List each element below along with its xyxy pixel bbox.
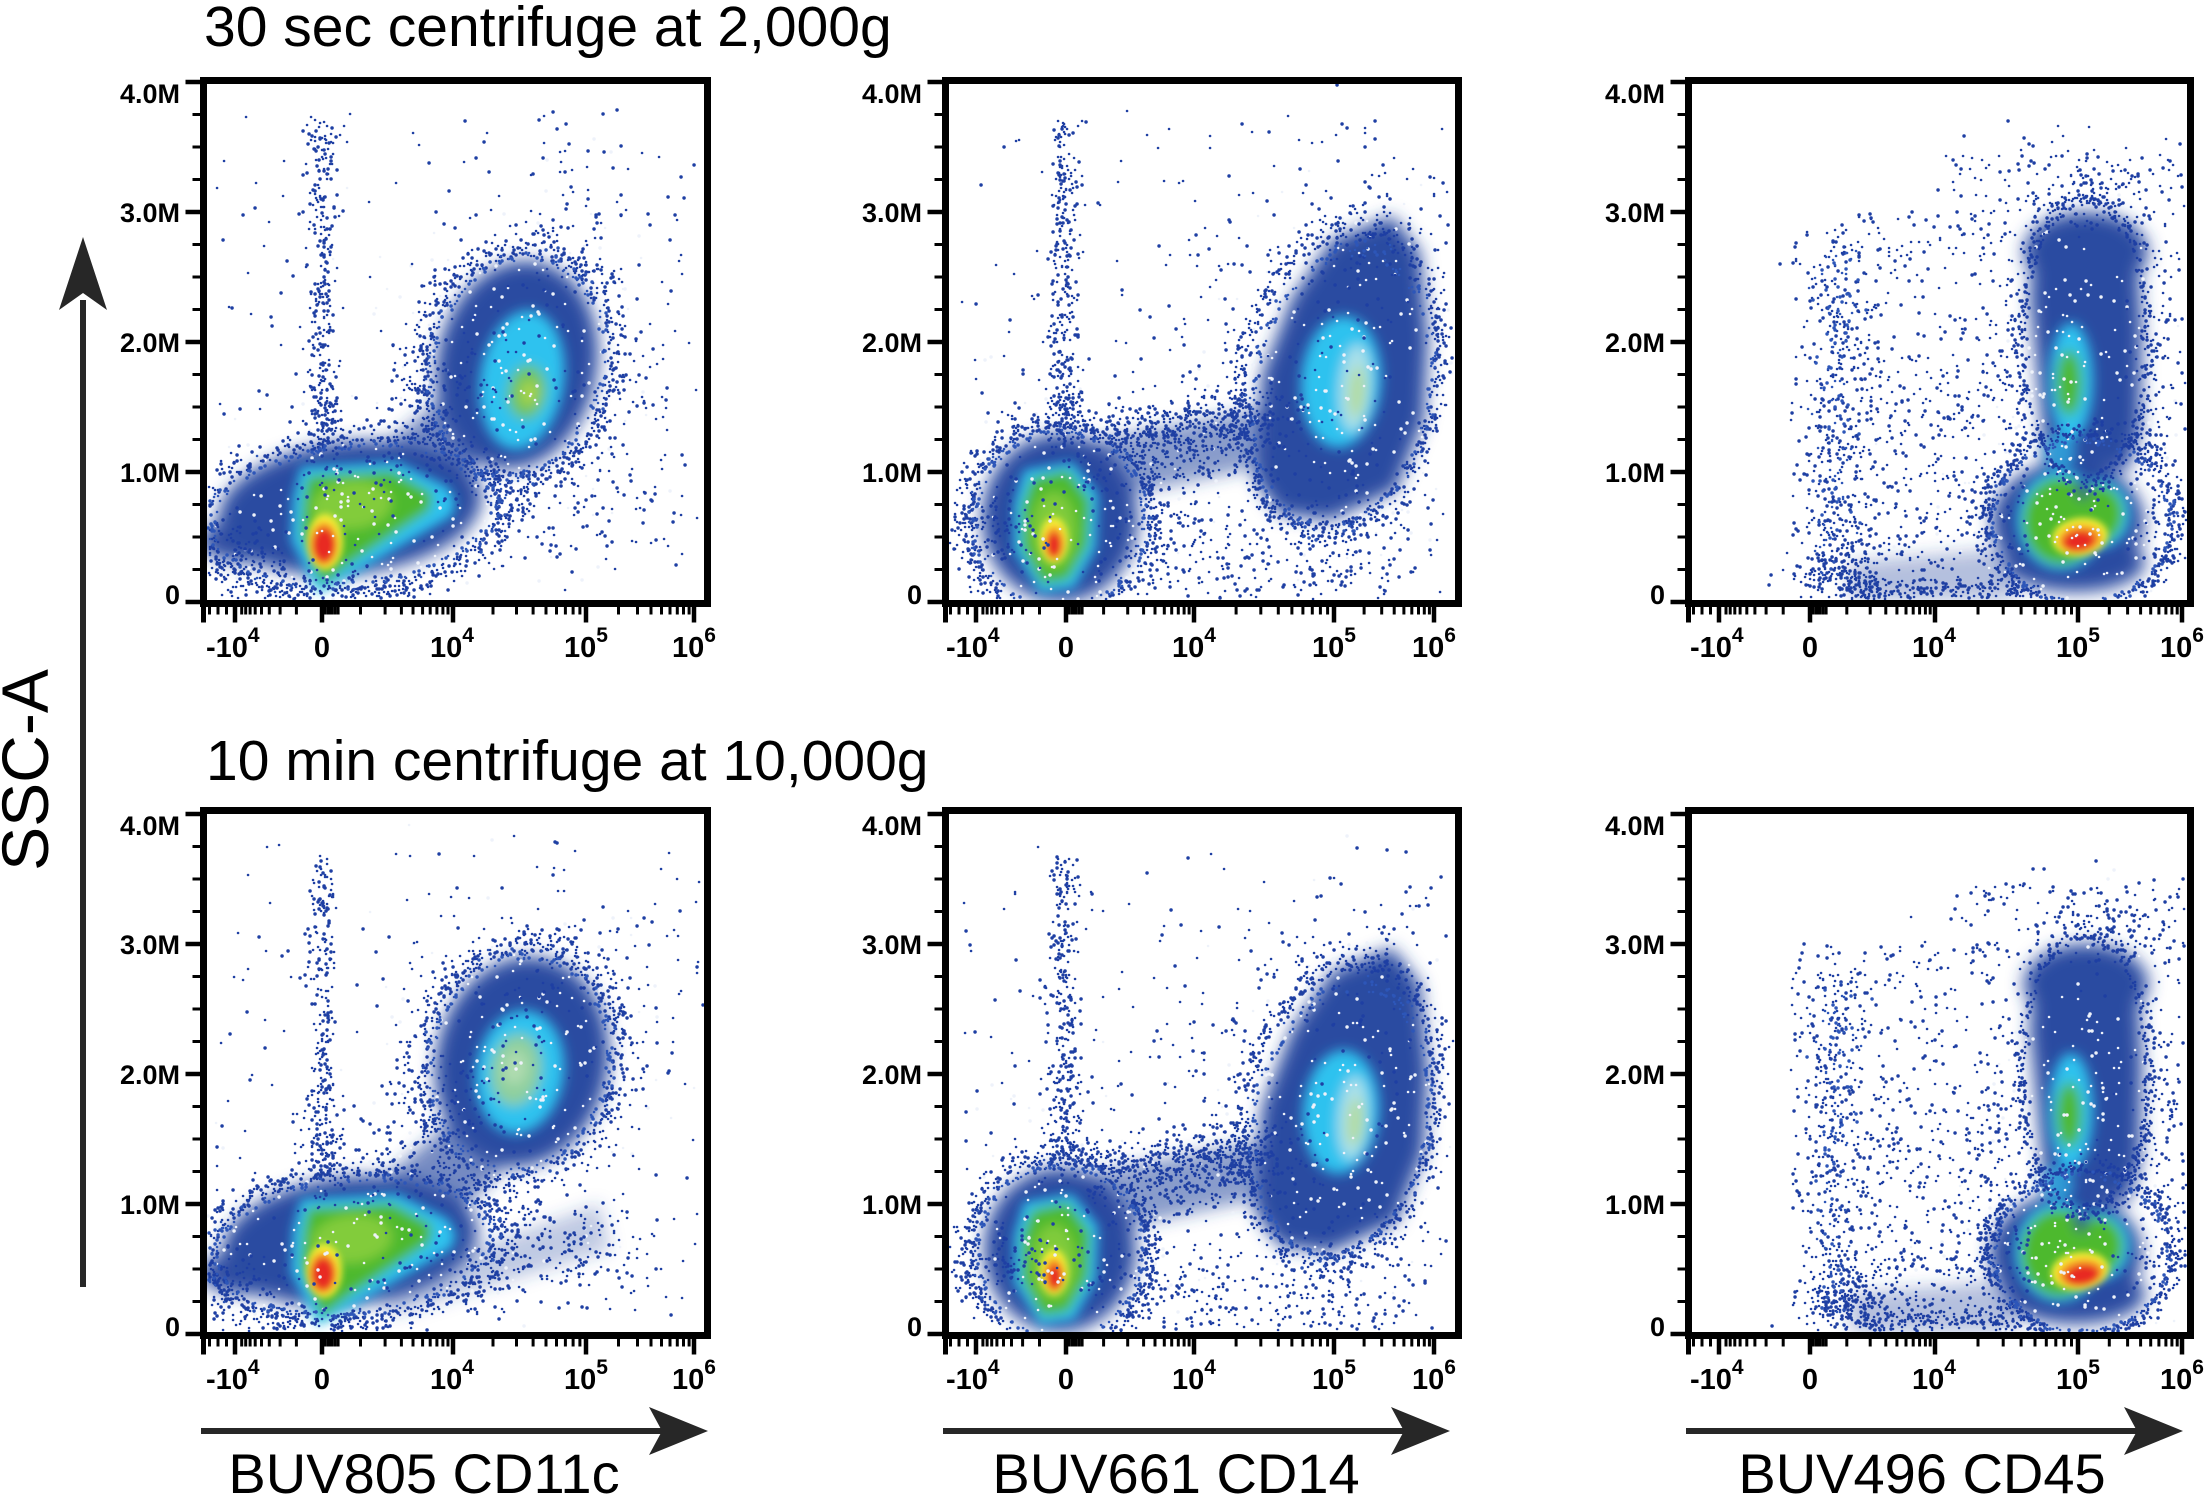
svg-text:0: 0 (907, 580, 922, 610)
svg-text:3.0M: 3.0M (862, 930, 922, 960)
svg-text:BUV661 CD14: BUV661 CD14 (992, 1442, 1359, 1501)
svg-text:1.0M: 1.0M (120, 1190, 180, 1220)
svg-text:BUV496 CD45: BUV496 CD45 (1738, 1442, 2105, 1501)
svg-text:3.0M: 3.0M (862, 198, 922, 228)
svg-text:SSC-A: SSC-A (0, 669, 62, 871)
svg-text:2.0M: 2.0M (120, 1060, 180, 1090)
svg-text:1.0M: 1.0M (862, 458, 922, 488)
svg-text:0: 0 (1802, 632, 1818, 664)
svg-text:2.0M: 2.0M (862, 328, 922, 358)
svg-text:1.0M: 1.0M (1605, 458, 1665, 488)
svg-text:0: 0 (1650, 1312, 1665, 1342)
svg-text:0: 0 (314, 632, 330, 664)
svg-text:2.0M: 2.0M (120, 328, 180, 358)
svg-text:3.0M: 3.0M (1605, 930, 1665, 960)
svg-text:0: 0 (314, 1364, 330, 1396)
svg-text:0: 0 (907, 1312, 922, 1342)
svg-text:10 min centrifuge at 10,000g: 10 min centrifuge at 10,000g (206, 729, 929, 793)
svg-text:0: 0 (1802, 1364, 1818, 1396)
svg-text:0: 0 (1650, 580, 1665, 610)
svg-text:1.0M: 1.0M (120, 458, 180, 488)
svg-text:2.0M: 2.0M (1605, 1060, 1665, 1090)
svg-text:0: 0 (165, 580, 180, 610)
svg-text:4.0M: 4.0M (1605, 811, 1665, 841)
svg-text:30 sec centrifuge at 2,000g: 30 sec centrifuge at 2,000g (204, 0, 892, 59)
svg-text:3.0M: 3.0M (120, 198, 180, 228)
svg-text:1.0M: 1.0M (862, 1190, 922, 1220)
svg-text:0: 0 (165, 1312, 180, 1342)
svg-text:4.0M: 4.0M (120, 79, 180, 109)
svg-text:0: 0 (1058, 632, 1074, 664)
svg-text:BUV805 CD11c: BUV805 CD11c (228, 1442, 619, 1501)
svg-text:1.0M: 1.0M (1605, 1190, 1665, 1220)
svg-text:2.0M: 2.0M (1605, 328, 1665, 358)
svg-text:3.0M: 3.0M (120, 930, 180, 960)
svg-text:4.0M: 4.0M (862, 811, 922, 841)
svg-text:0: 0 (1058, 1364, 1074, 1396)
svg-text:4.0M: 4.0M (1605, 79, 1665, 109)
svg-text:2.0M: 2.0M (862, 1060, 922, 1090)
svg-text:4.0M: 4.0M (120, 811, 180, 841)
svg-text:3.0M: 3.0M (1605, 198, 1665, 228)
svg-text:4.0M: 4.0M (862, 79, 922, 109)
